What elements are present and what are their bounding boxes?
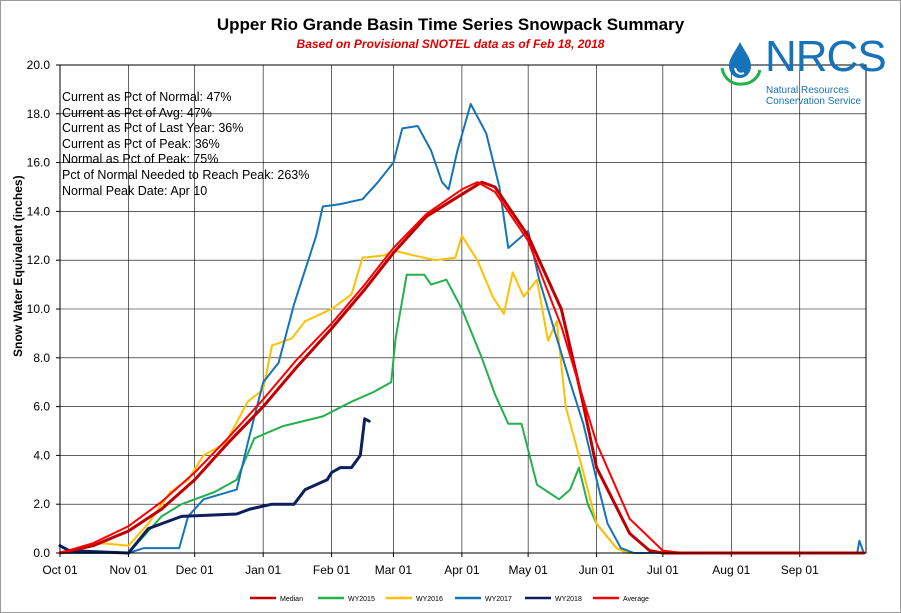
legend: Median WY2015 WY2016 WY2017 WY2018 Average (250, 596, 649, 603)
logo-line-2: Conservation Service (766, 96, 862, 107)
legend-label: WY2017 (485, 596, 512, 603)
series-line-median (58, 180, 866, 555)
legend-label: WY2015 (348, 596, 375, 603)
x-tick-label: Feb 01 (313, 563, 351, 577)
x-tick-label: Dec 01 (176, 563, 214, 577)
y-axis-label: Snow Water Equivalent (inches) (11, 175, 25, 357)
y-tick-labels: 0.0 2.0 4.0 6.0 8.0 10.0 12.0 14.0 16.0 18.0 20.0 (27, 58, 51, 560)
x-tick-label: Apr 01 (444, 563, 480, 577)
y-tick-label: 6.0 (33, 400, 50, 414)
plot-border (59, 64, 867, 554)
y-tick-label: 20.0 (27, 58, 51, 72)
y-tick-label: 4.0 (33, 448, 50, 462)
x-tick-label: Oct 01 (42, 563, 78, 577)
legend-label: Median (280, 596, 303, 603)
stat-line: Pct of Normal Needed to Reach Peak: 263% (62, 167, 310, 182)
series-line-wy2018 (58, 417, 371, 555)
stat-line: Current as Pct of Normal: 47% (62, 90, 232, 104)
logo-line-1: Natural Resources (766, 85, 849, 96)
stats-block: Current as Pct of Normal: 47% Current as… (62, 90, 309, 199)
series-lines (58, 103, 866, 555)
x-tick-label: Mar 01 (375, 563, 413, 577)
series-line-wy2015 (59, 273, 865, 554)
x-tick-label: Aug 01 (712, 563, 750, 577)
stat-line: Current as Pct of Peak: 36% (62, 136, 220, 151)
x-tick-label: Jun 01 (579, 563, 615, 577)
y-tick-label: 14.0 (27, 204, 51, 218)
legend-label: WY2016 (416, 596, 443, 603)
legend-label: WY2018 (555, 596, 582, 603)
x-tick-labels: Oct 01 Nov 01 Dec 01 Jan 01 Feb 01 Mar 01 Apr … (42, 563, 819, 577)
chart-subtitle: Based on Provisional SNOTEL data as of F… (296, 37, 605, 51)
y-tick-label: 16.0 (27, 156, 51, 170)
stat-line: Normal as Pct of Peak: 75% (62, 152, 219, 167)
series-line-wy2016 (59, 234, 865, 554)
x-tick-label: Nov 01 (109, 563, 147, 577)
y-tick-label: 12.0 (27, 253, 51, 267)
y-tick-label: 0.0 (33, 546, 50, 560)
x-tick-label: Sep 01 (781, 563, 819, 577)
x-tick-label: Jul 01 (647, 563, 679, 577)
x-tick-label: Jan 01 (245, 563, 281, 577)
y-tick-label: 18.0 (27, 107, 51, 121)
stat-line: Current as Pct of Avg: 47% (62, 105, 212, 120)
y-tick-label: 8.0 (33, 351, 50, 365)
chart-title: Upper Rio Grande Basin Time Series Snowp… (216, 15, 685, 34)
y-tick-label: 2.0 (33, 497, 50, 511)
stat-line: Current as Pct of Last Year: 36% (62, 121, 244, 136)
series-line-average (59, 181, 865, 554)
y-tick-label: 10.0 (27, 302, 51, 316)
series-line-wy2017 (59, 103, 865, 554)
legend-label: Average (623, 596, 649, 603)
stat-line: Normal Peak Date: Apr 10 (62, 183, 208, 198)
x-tick-label: May 01 (508, 563, 548, 577)
logo-wordmark: NRCS (765, 32, 887, 81)
water-drop-icon (720, 42, 762, 86)
